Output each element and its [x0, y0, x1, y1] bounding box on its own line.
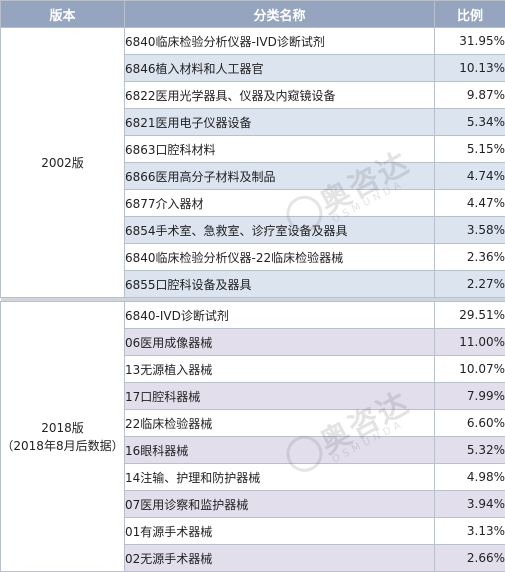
ratio-cell: 4.74% [435, 163, 505, 190]
category-cell: 6855口腔科设备及器具 [125, 271, 435, 298]
category-cell: 6821医用电子仪器设备 [125, 109, 435, 136]
version-label: 2002版 [1, 154, 124, 172]
ratio-cell: 9.87% [435, 82, 505, 109]
ratio-cell: 29.51% [435, 302, 505, 329]
header-ratio: 比例 [435, 1, 505, 28]
ratio-cell: 7.99% [435, 383, 505, 410]
category-cell: 07医用诊察和监护器械 [125, 491, 435, 518]
header-version: 版本 [1, 1, 125, 28]
version-cell: 2002版 [1, 28, 125, 298]
category-cell: 6863口腔科材料 [125, 136, 435, 163]
header-category: 分类名称 [125, 1, 435, 28]
ratio-cell: 2.66% [435, 545, 505, 572]
category-cell: 22临床检验器械 [125, 410, 435, 437]
ratio-cell: 6.60% [435, 410, 505, 437]
category-cell: 6866医用高分子材料及制品 [125, 163, 435, 190]
ratio-cell: 11.00% [435, 329, 505, 356]
ratio-cell: 5.32% [435, 437, 505, 464]
category-cell: 02无源手术器械 [125, 545, 435, 572]
ratio-cell: 10.07% [435, 356, 505, 383]
category-cell: 6877介入器材 [125, 190, 435, 217]
category-cell: 17口腔科器械 [125, 383, 435, 410]
category-cell: 6822医用光学器具、仪器及内窥镜设备 [125, 82, 435, 109]
category-cell: 6854手术室、急救室、诊疗室设备及器具 [125, 217, 435, 244]
version-cell: 2018版（2018年8月后数据） [1, 302, 125, 572]
ratio-cell: 4.47% [435, 190, 505, 217]
category-cell: 6840临床检验分析仪器-22临床检验器械 [125, 244, 435, 271]
category-cell: 06医用成像器械 [125, 329, 435, 356]
ratio-cell: 3.13% [435, 518, 505, 545]
ratio-cell: 3.94% [435, 491, 505, 518]
table-header: 版本 分类名称 比例 [1, 1, 505, 28]
category-cell: 14注输、护理和防护器械 [125, 464, 435, 491]
ratio-cell: 2.27% [435, 271, 505, 298]
ratio-cell: 5.15% [435, 136, 505, 163]
ratio-cell: 2.36% [435, 244, 505, 271]
category-cell: 6840-IVD诊断试剂 [125, 302, 435, 329]
ratio-cell: 10.13% [435, 55, 505, 82]
category-cell: 6846植入材料和人工器官 [125, 55, 435, 82]
ratio-cell: 4.98% [435, 464, 505, 491]
category-cell: 16眼科器械 [125, 437, 435, 464]
ratio-cell: 3.58% [435, 217, 505, 244]
version-note: （2018年8月后数据） [1, 437, 124, 455]
category-cell: 6840临床检验分析仪器-IVD诊断试剂 [125, 28, 435, 55]
category-cell: 01有源手术器械 [125, 518, 435, 545]
version-label: 2018版 [1, 419, 124, 437]
ratio-cell: 5.34% [435, 109, 505, 136]
ratio-cell: 31.95% [435, 28, 505, 55]
category-cell: 13无源植入器械 [125, 356, 435, 383]
